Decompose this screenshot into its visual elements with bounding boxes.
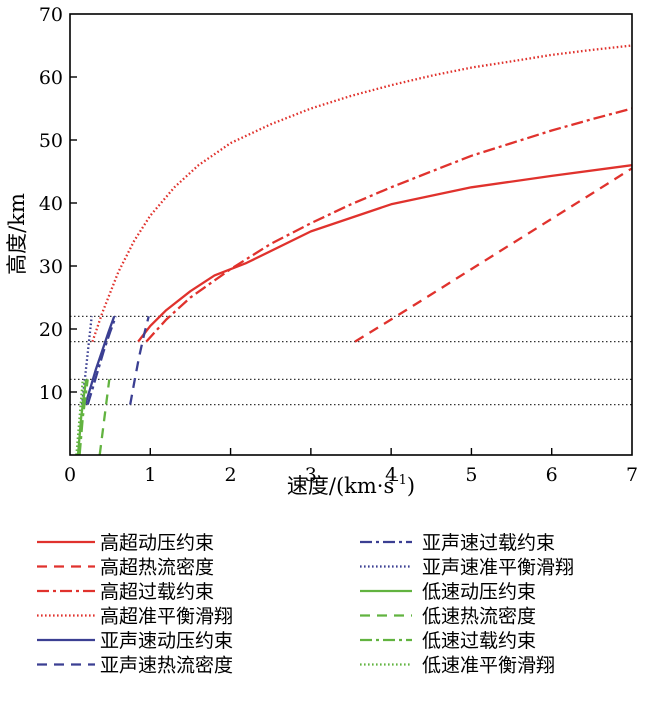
y-tick-label-6: 70 bbox=[39, 4, 63, 26]
legend-label-9: 低速热流密度 bbox=[422, 606, 536, 628]
series-layer bbox=[75, 44, 632, 455]
series-line-10 bbox=[78, 379, 89, 455]
series-line-11 bbox=[75, 379, 84, 455]
series-line-7 bbox=[80, 316, 93, 405]
x-tick-label-0: 0 bbox=[64, 464, 76, 486]
series-line-2 bbox=[145, 107, 632, 343]
x-tick-label-5: 5 bbox=[465, 464, 477, 486]
legend-label-10: 低速过载约束 bbox=[422, 630, 536, 652]
legend-label-8: 低速动压约束 bbox=[422, 581, 536, 603]
x-tick-label-7: 7 bbox=[626, 464, 638, 486]
y-axis-title: 高度/km bbox=[5, 193, 29, 275]
legend-label-7: 亚声速准平衡滑翔 bbox=[422, 557, 574, 579]
x-tick-label-3: 3 bbox=[305, 464, 317, 486]
y-tick-label-2: 30 bbox=[39, 256, 63, 278]
y-tick-label-0: 10 bbox=[39, 382, 63, 404]
x-axis-title: 速度/(km·s-1) bbox=[287, 473, 415, 498]
x-tick-label-2: 2 bbox=[225, 464, 237, 486]
x-tick-label-1: 1 bbox=[144, 464, 156, 486]
series-line-5 bbox=[129, 316, 150, 405]
legend-label-3: 高超准平衡滑翔 bbox=[100, 606, 233, 628]
legend-label-6: 亚声速过载约束 bbox=[422, 532, 555, 554]
series-line-1 bbox=[354, 167, 632, 343]
y-tick-label-4: 50 bbox=[39, 130, 63, 152]
x-tick-label-6: 6 bbox=[546, 464, 558, 486]
series-line-6 bbox=[86, 316, 117, 405]
legend-label-5: 亚声速热流密度 bbox=[100, 655, 233, 677]
series-line-0 bbox=[137, 164, 632, 343]
y-tick-label-1: 20 bbox=[39, 319, 63, 341]
plot-frame bbox=[69, 13, 633, 456]
reference-lines bbox=[70, 315, 632, 406]
series-line-3 bbox=[91, 44, 632, 342]
series-line-9 bbox=[98, 379, 111, 455]
legend-label-0: 高超动压约束 bbox=[100, 532, 214, 554]
series-line-4 bbox=[84, 316, 116, 405]
x-tick-label-4: 4 bbox=[385, 464, 397, 486]
x-axis: 0 1 2 3 4 5 6 7 bbox=[64, 448, 638, 486]
legend-label-11: 低速准平衡滑翔 bbox=[422, 655, 555, 677]
y-tick-label-3: 40 bbox=[39, 193, 63, 215]
y-tick-label-5: 60 bbox=[39, 67, 63, 89]
legend-label-2: 高超过载约束 bbox=[100, 581, 214, 603]
legend-label-1: 高超热流密度 bbox=[100, 557, 214, 579]
series-line-8 bbox=[76, 379, 88, 455]
y-axis: 10 20 30 40 50 60 70 bbox=[39, 4, 77, 404]
legend-label-4: 亚声速动压约束 bbox=[100, 630, 233, 652]
